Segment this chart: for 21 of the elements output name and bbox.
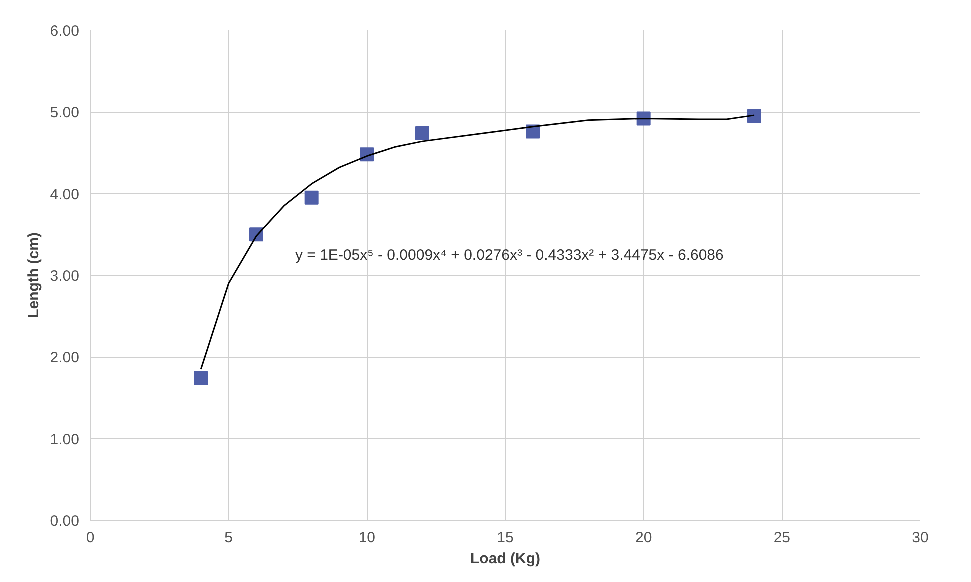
- x-tick-label: 25: [774, 530, 791, 546]
- y-tick-label: 1.00: [50, 431, 80, 448]
- point: [416, 126, 430, 140]
- point: [304, 190, 319, 205]
- y-tick-label: 6.00: [50, 23, 80, 40]
- x-tick-label: 30: [912, 530, 929, 546]
- x-tick-label: 0: [86, 530, 95, 546]
- x-tick-label: 15: [497, 530, 514, 546]
- x-axis-title: Load (Kg): [470, 550, 540, 568]
- y-tick-label: 0.00: [50, 513, 80, 530]
- y-tick-label: 5.00: [50, 104, 80, 122]
- x-tick-label: 10: [358, 530, 376, 546]
- point: [748, 109, 762, 124]
- x-tick-label: 5: [224, 530, 234, 546]
- y-axis-title: Length (cm): [25, 232, 42, 318]
- point: [194, 371, 208, 386]
- x-tick-label: 20: [635, 530, 652, 546]
- y-tick-label: 4.00: [50, 186, 80, 204]
- y-tick-label: 2.00: [50, 350, 80, 367]
- annotation: y = 1E-05x⁵ - 0.0009x⁴ + 0.0276x³ - 0.4333x² + 3.4475x - 6.6086: [296, 247, 724, 264]
- y-tick-label: 3.00: [50, 268, 80, 285]
